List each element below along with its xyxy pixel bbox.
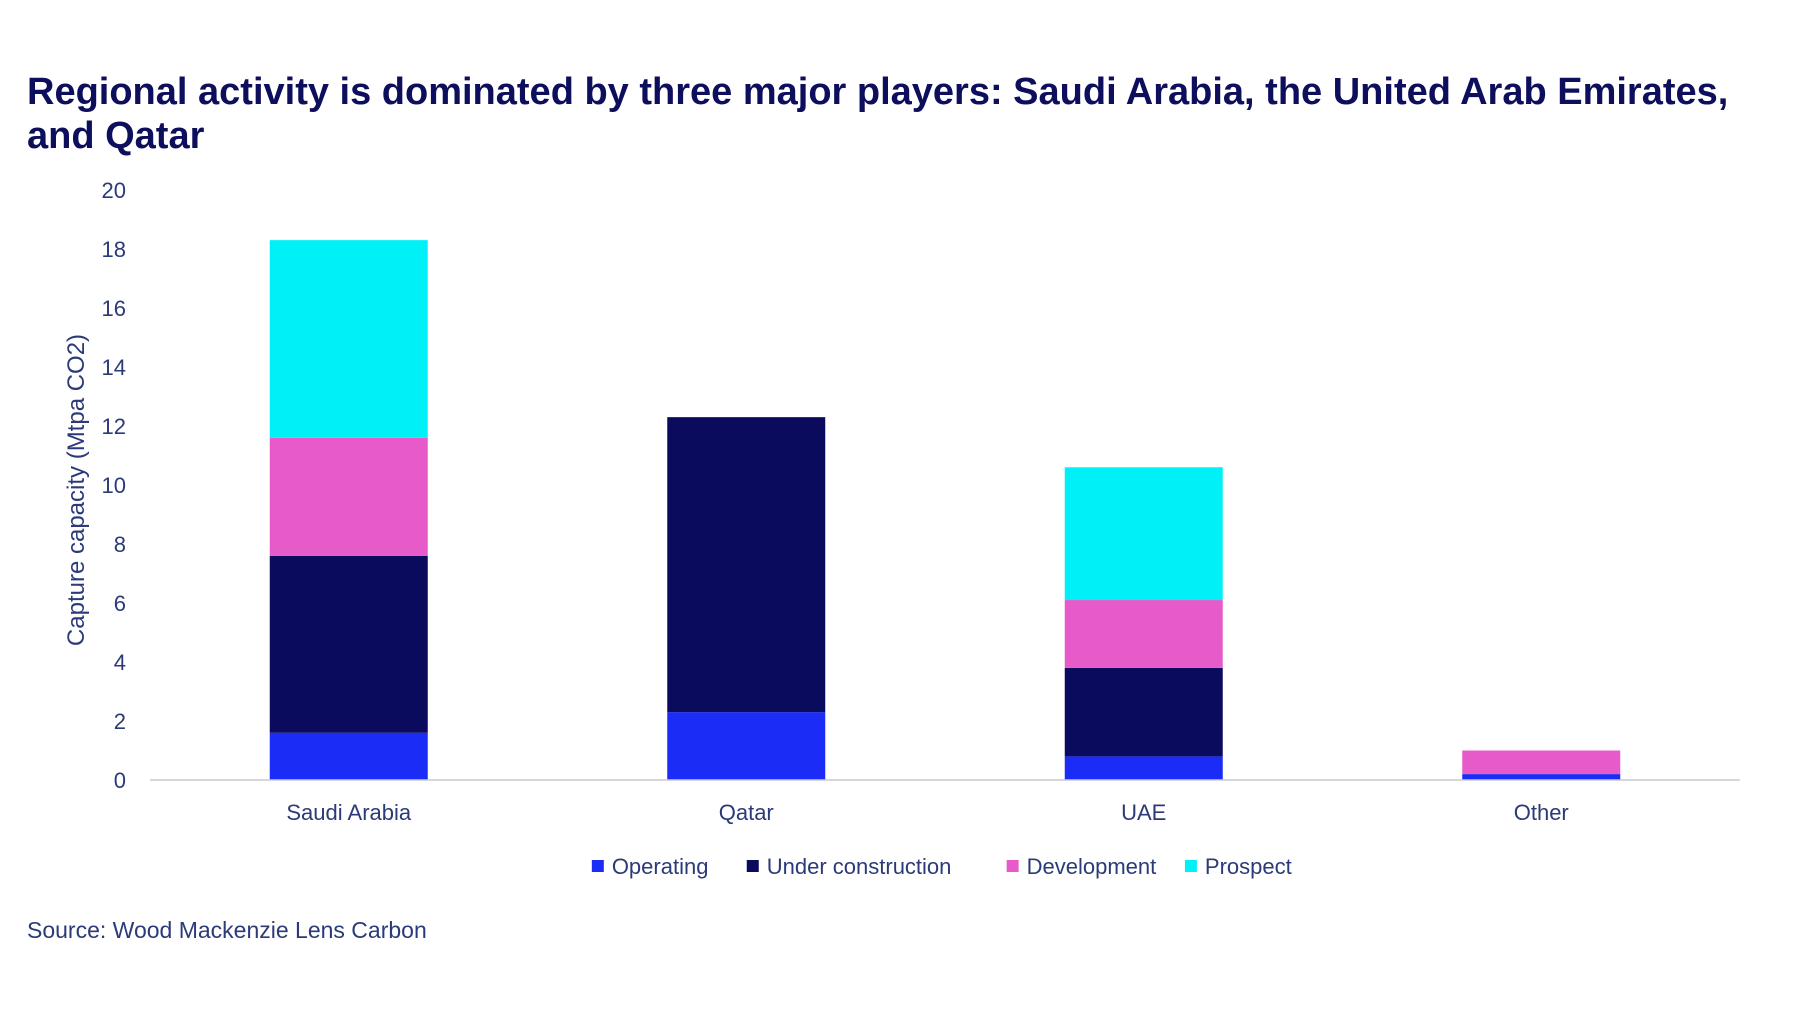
bar-segment bbox=[667, 712, 826, 780]
y-tick-label: 18 bbox=[102, 237, 126, 262]
y-tick-label: 6 bbox=[114, 591, 126, 616]
y-tick-label: 10 bbox=[102, 473, 126, 498]
y-tick-label: 0 bbox=[114, 768, 126, 793]
y-tick-label: 4 bbox=[114, 650, 126, 675]
y-tick-label: 20 bbox=[102, 178, 126, 203]
legend-swatch bbox=[1006, 860, 1019, 872]
legend: Operating Under construction Development Pr… bbox=[591, 854, 1292, 879]
x-tick-label: Saudi Arabia bbox=[286, 800, 412, 825]
bar-segment bbox=[1064, 667, 1223, 757]
legend-label: Prospect bbox=[1205, 854, 1292, 879]
bar-segment bbox=[269, 555, 428, 733]
bar-segment bbox=[1462, 750, 1621, 775]
y-tick-label: 16 bbox=[102, 296, 126, 321]
bars bbox=[269, 240, 1621, 780]
legend-label: Development bbox=[1027, 854, 1157, 879]
bar-segment bbox=[269, 240, 428, 438]
legend-swatch bbox=[746, 860, 759, 872]
bar-segment bbox=[269, 437, 428, 556]
y-tick-label: 8 bbox=[114, 532, 126, 557]
bar-segment bbox=[667, 417, 826, 713]
x-tick-label: Other bbox=[1514, 800, 1569, 825]
bar-segment bbox=[1064, 756, 1223, 780]
y-tick-label: 2 bbox=[114, 709, 126, 734]
bar-segment bbox=[1064, 600, 1223, 668]
x-tick-label: UAE bbox=[1121, 800, 1166, 825]
y-ticks: 0 2 4 6 8 10 12 14 16 18 20 bbox=[102, 178, 126, 793]
source-note: Source: Wood Mackenzie Lens Carbon bbox=[27, 917, 427, 943]
legend-label: Under construction bbox=[767, 854, 952, 879]
chart-title: Regional activity is dominated by three … bbox=[27, 71, 1729, 157]
x-ticks: Saudi Arabia Qatar UAE Other bbox=[286, 800, 1568, 825]
y-axis-label: Capture capacity (Mtpa CO2) bbox=[63, 334, 90, 646]
bar-segment bbox=[1462, 774, 1621, 780]
legend-swatch bbox=[591, 860, 604, 872]
y-tick-label: 14 bbox=[102, 355, 126, 380]
legend-label: Operating bbox=[612, 854, 709, 879]
x-tick-label: Qatar bbox=[719, 800, 774, 825]
y-tick-label: 12 bbox=[102, 414, 126, 439]
bar-segment bbox=[269, 732, 428, 780]
legend-swatch bbox=[1184, 860, 1197, 872]
bar-segment bbox=[1064, 467, 1223, 601]
